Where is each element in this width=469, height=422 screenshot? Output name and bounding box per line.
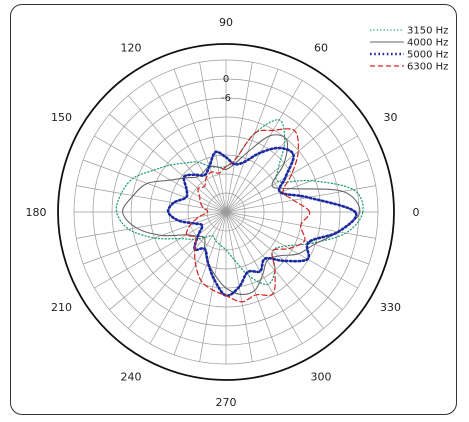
grid-spoke xyxy=(199,62,227,213)
grid-spoke xyxy=(128,95,227,213)
series-lines xyxy=(115,119,364,303)
angle-label: 120 xyxy=(121,41,142,54)
grid-spoke xyxy=(173,69,227,213)
grid-spoke xyxy=(109,211,227,310)
grid-spoke xyxy=(128,211,227,329)
grid-spoke xyxy=(225,159,369,213)
angle-label: 30 xyxy=(384,111,398,124)
grid-spoke xyxy=(149,80,227,213)
grid-spoke xyxy=(225,80,303,213)
angle-label: 300 xyxy=(311,371,332,384)
angular-grid xyxy=(74,60,378,364)
radial-label: 0 xyxy=(223,74,229,85)
angle-label: 330 xyxy=(380,301,401,314)
grid-spoke xyxy=(225,211,279,355)
series-line xyxy=(115,119,364,286)
grid-spoke xyxy=(83,159,227,213)
grid-spoke xyxy=(225,135,358,213)
grid-spoke xyxy=(225,69,279,213)
grid-spoke xyxy=(225,62,253,213)
angle-label: 0 xyxy=(413,206,420,219)
outer-ring xyxy=(57,43,395,381)
radial-label: -6 xyxy=(221,93,231,104)
angle-label: 150 xyxy=(51,111,72,124)
series-line xyxy=(166,146,358,298)
grid-spoke xyxy=(76,211,227,239)
angle-label: 180 xyxy=(26,206,47,219)
angle-label: 240 xyxy=(121,371,142,384)
legend-label: 3150 Hz xyxy=(407,26,448,37)
grid-spoke xyxy=(94,135,227,213)
angle-label: 90 xyxy=(219,16,233,29)
outer-circle xyxy=(57,43,395,381)
grid-spoke xyxy=(225,185,376,213)
series-line xyxy=(122,134,361,295)
legend-label: 4000 Hz xyxy=(407,38,448,49)
grid-spoke xyxy=(225,211,358,289)
grid-spoke xyxy=(83,211,227,265)
legend-label: 6300 Hz xyxy=(407,62,448,73)
legend-label: 5000 Hz xyxy=(407,50,448,61)
grid-spoke xyxy=(173,211,227,355)
grid-spoke xyxy=(225,95,324,213)
angle-label: 270 xyxy=(216,396,237,409)
chart-frame xyxy=(10,4,457,415)
grid-spoke xyxy=(149,211,227,344)
grid-spoke xyxy=(199,211,227,362)
angle-label: 60 xyxy=(314,41,328,54)
grid-spoke xyxy=(94,211,227,289)
grid-spoke xyxy=(109,114,227,213)
grid-spoke xyxy=(225,211,369,265)
series-line xyxy=(185,128,311,303)
grid-spoke xyxy=(76,185,227,213)
grid-spoke xyxy=(225,211,303,344)
angle-labels: 0 30 60 90 120 150 180 210 240 270 300 330 xyxy=(26,16,420,409)
angle-label: 210 xyxy=(51,301,72,314)
radial-labels: 0 -6 xyxy=(221,74,231,104)
